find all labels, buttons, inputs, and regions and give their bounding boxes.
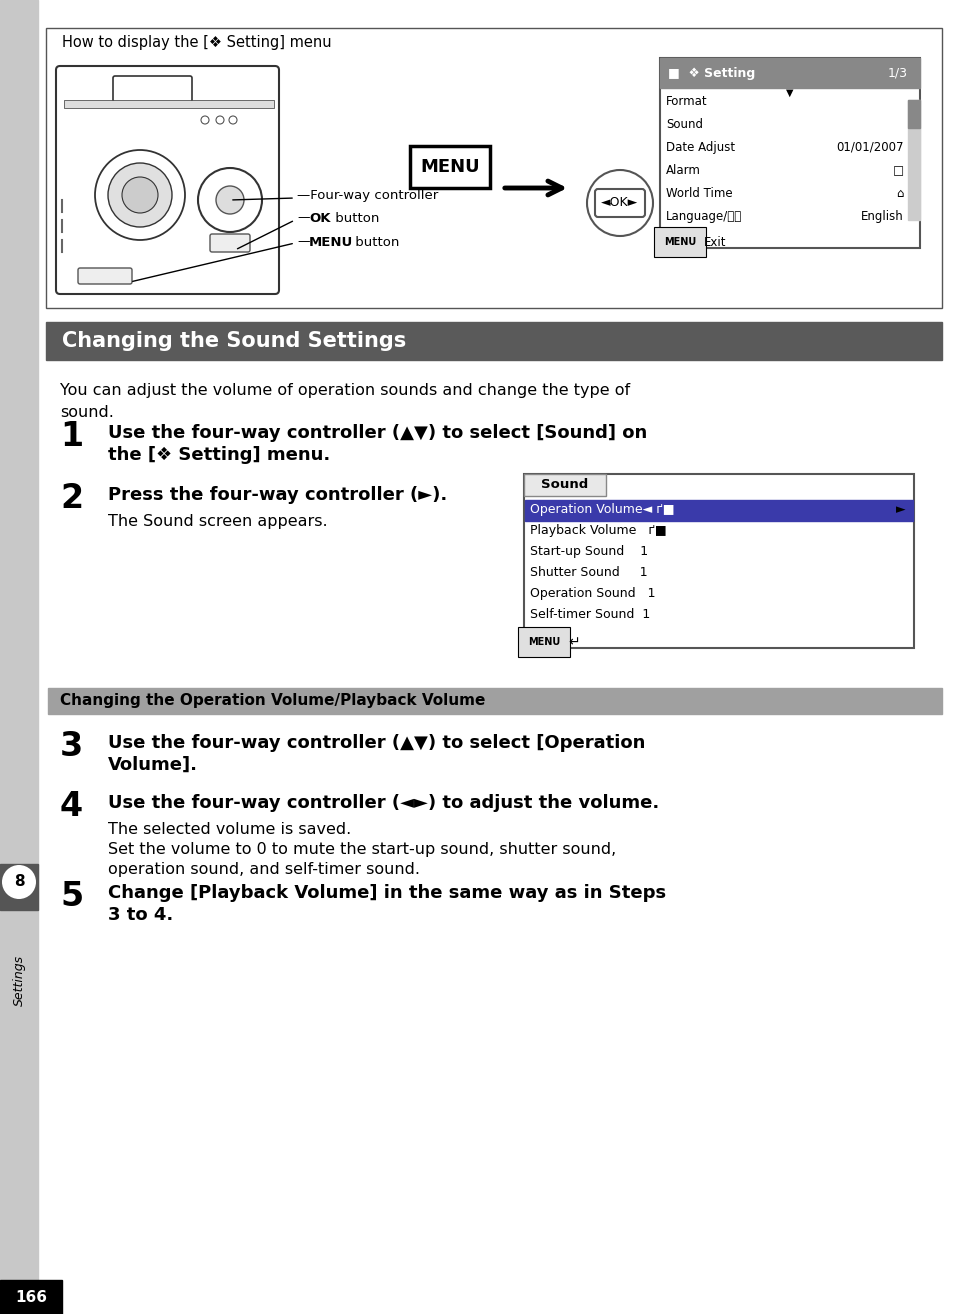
- Text: Self-timer Sound  1: Self-timer Sound 1: [530, 608, 650, 622]
- Text: You can adjust the volume of operation sounds and change the type of: You can adjust the volume of operation s…: [60, 382, 630, 398]
- Bar: [907, 100, 919, 127]
- Circle shape: [586, 170, 652, 237]
- Text: MENU: MENU: [419, 158, 479, 176]
- FancyBboxPatch shape: [46, 28, 941, 307]
- Bar: [524, 501, 912, 520]
- Text: World Time: World Time: [665, 187, 732, 200]
- Text: 166: 166: [15, 1289, 47, 1305]
- Text: Exit: Exit: [703, 235, 726, 248]
- Text: ⌂: ⌂: [896, 187, 903, 200]
- Text: Language/言語: Language/言語: [665, 210, 741, 223]
- Text: 3: 3: [60, 731, 83, 763]
- Text: 01/01/2007: 01/01/2007: [836, 141, 903, 154]
- Text: Operation Volume◄ ґ■: Operation Volume◄ ґ■: [530, 503, 674, 516]
- Text: MENU: MENU: [663, 237, 696, 247]
- Text: Date Adjust: Date Adjust: [665, 141, 735, 154]
- Text: OK: OK: [309, 212, 330, 225]
- FancyBboxPatch shape: [659, 58, 919, 248]
- Text: MENU: MENU: [527, 637, 559, 646]
- FancyBboxPatch shape: [523, 474, 913, 648]
- Text: button: button: [351, 235, 399, 248]
- Text: ■  ❖ Setting: ■ ❖ Setting: [667, 67, 755, 80]
- Text: Sound: Sound: [665, 118, 702, 131]
- Text: Sound: Sound: [540, 478, 588, 491]
- Text: Change [Playback Volume] in the same way as in Steps: Change [Playback Volume] in the same way…: [108, 884, 665, 901]
- Text: Use the four-way controller (▲▼) to select [Operation: Use the four-way controller (▲▼) to sele…: [108, 735, 644, 752]
- Text: Changing the Sound Settings: Changing the Sound Settings: [62, 331, 406, 351]
- Circle shape: [95, 150, 185, 240]
- Text: —Four-way controller: —Four-way controller: [296, 188, 437, 201]
- Text: Playback Volume   ґ■: Playback Volume ґ■: [530, 524, 666, 537]
- Text: Set the volume to 0 to mute the start-up sound, shutter sound,: Set the volume to 0 to mute the start-up…: [108, 842, 616, 857]
- Text: Shutter Sound     1: Shutter Sound 1: [530, 566, 647, 579]
- Bar: [46, 322, 941, 360]
- Bar: [48, 689, 941, 714]
- Text: 1: 1: [60, 420, 83, 453]
- Text: The Sound screen appears.: The Sound screen appears.: [108, 514, 327, 530]
- FancyBboxPatch shape: [112, 76, 192, 102]
- Text: 3 to 4.: 3 to 4.: [108, 905, 173, 924]
- Circle shape: [2, 865, 36, 899]
- Text: Volume].: Volume].: [108, 756, 198, 774]
- Text: ◄OK►: ◄OK►: [600, 197, 638, 209]
- FancyBboxPatch shape: [78, 268, 132, 284]
- Text: Alarm: Alarm: [665, 164, 700, 177]
- FancyBboxPatch shape: [410, 146, 490, 188]
- FancyBboxPatch shape: [210, 234, 250, 252]
- Circle shape: [198, 168, 262, 233]
- Text: MENU: MENU: [309, 235, 353, 248]
- Text: 4: 4: [60, 790, 83, 823]
- Text: —: —: [296, 235, 309, 248]
- Bar: [64, 100, 274, 108]
- Bar: [907, 100, 919, 219]
- Circle shape: [229, 116, 236, 124]
- Bar: [659, 58, 919, 88]
- Text: Press the four-way controller (►).: Press the four-way controller (►).: [108, 486, 447, 505]
- Circle shape: [215, 187, 244, 214]
- Text: How to display the [❖ Setting] menu: How to display the [❖ Setting] menu: [62, 34, 332, 50]
- Text: Settings: Settings: [12, 954, 26, 1005]
- Text: Start-up Sound    1: Start-up Sound 1: [530, 545, 647, 558]
- Text: □: □: [892, 164, 903, 177]
- FancyBboxPatch shape: [56, 66, 278, 294]
- Text: ↵: ↵: [567, 635, 579, 649]
- Text: 5: 5: [60, 880, 83, 913]
- FancyBboxPatch shape: [595, 189, 644, 217]
- Circle shape: [215, 116, 224, 124]
- Circle shape: [122, 177, 158, 213]
- Text: ►: ►: [896, 503, 905, 516]
- Circle shape: [108, 163, 172, 227]
- Text: 2: 2: [60, 482, 83, 515]
- Text: —: —: [296, 212, 309, 225]
- Text: the [❖ Setting] menu.: the [❖ Setting] menu.: [108, 445, 330, 464]
- Text: Use the four-way controller (▲▼) to select [Sound] on: Use the four-way controller (▲▼) to sele…: [108, 424, 646, 442]
- Text: Operation Sound   1: Operation Sound 1: [530, 587, 655, 600]
- Text: 8: 8: [13, 875, 24, 890]
- Bar: [0, 1280, 62, 1314]
- Text: The selected volume is saved.: The selected volume is saved.: [108, 823, 351, 837]
- Text: button: button: [331, 212, 379, 225]
- Text: ▼: ▼: [785, 88, 793, 99]
- Text: sound.: sound.: [60, 405, 113, 420]
- Text: Changing the Operation Volume/Playback Volume: Changing the Operation Volume/Playback V…: [60, 694, 485, 708]
- Text: English: English: [861, 210, 903, 223]
- FancyBboxPatch shape: [523, 474, 605, 495]
- Text: Use the four-way controller (◄►) to adjust the volume.: Use the four-way controller (◄►) to adju…: [108, 794, 659, 812]
- Bar: [0, 0, 38, 1314]
- Text: operation sound, and self-timer sound.: operation sound, and self-timer sound.: [108, 862, 419, 876]
- Text: Format: Format: [665, 95, 707, 108]
- Circle shape: [201, 116, 209, 124]
- Text: 1/3: 1/3: [887, 67, 907, 80]
- Bar: [0, 865, 38, 911]
